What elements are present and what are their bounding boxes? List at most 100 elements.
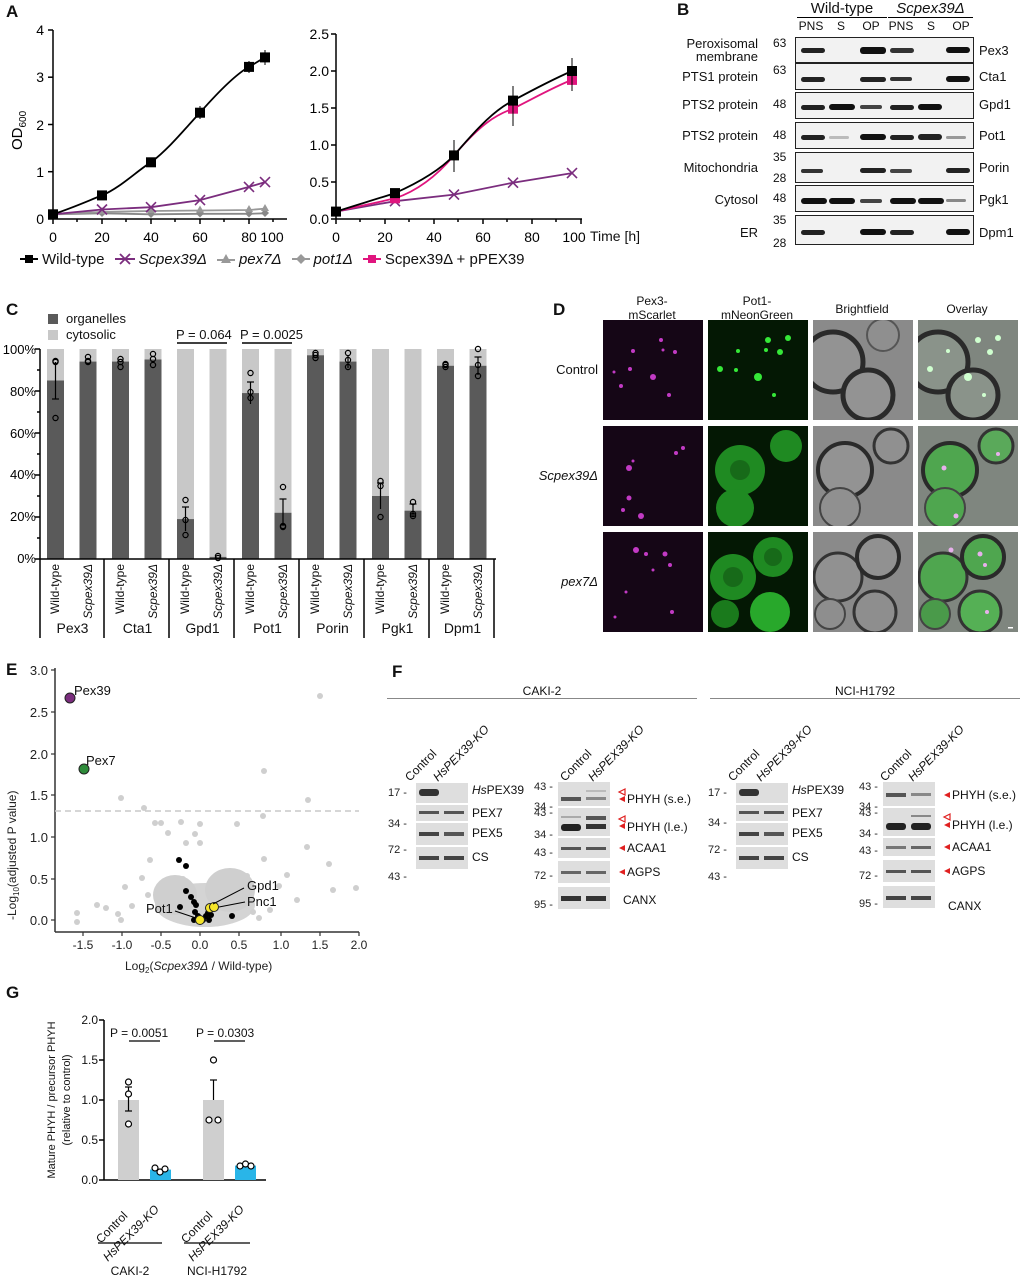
legend-item-scpex39: Scpex39Δ [114, 251, 207, 268]
svg-text:60: 60 [475, 229, 491, 245]
fractionation-sample-labels: Wild-type Scpex39Δ Wild-type Scpex39Δ Wi… [48, 564, 485, 619]
svg-text:60: 60 [192, 229, 208, 245]
svg-text:0.0: 0.0 [30, 913, 48, 928]
svg-text:43 -: 43 - [534, 781, 553, 793]
blot-gpd1 [795, 92, 974, 119]
image-scpex39-overlay [918, 426, 1018, 526]
open-arrowhead-icon [617, 815, 626, 823]
protein-agps: AGPS [627, 865, 661, 879]
svg-text:1.5: 1.5 [30, 788, 48, 803]
mw-marker: 63 [773, 63, 787, 77]
image-control-overlay [918, 320, 1018, 420]
svg-text:43 -: 43 - [859, 807, 878, 819]
protein-acaa1: ACAA1 [952, 840, 992, 854]
panel-label-e: E [6, 660, 18, 679]
mw-marker: 48 [773, 191, 787, 205]
svg-text:0.0: 0.0 [310, 211, 330, 227]
protein-phyh-le: PHYH (l.e.) [627, 820, 688, 834]
svg-text:2.0: 2.0 [351, 938, 368, 952]
svg-text:60%: 60% [10, 426, 36, 441]
panel-label-f: F [392, 662, 403, 681]
pvalue-gpd1: P = 0.064 [176, 327, 232, 342]
protein-hspex39: HsPEX39 [792, 783, 845, 797]
phyh-ratio-chart: Mature PHYH / precursor PHYH (relative t… [46, 1013, 266, 1244]
svg-text:17 -: 17 - [388, 787, 407, 799]
svg-text:2.0: 2.0 [30, 747, 48, 762]
svg-text:1.5: 1.5 [312, 938, 329, 952]
x-marker-icon [114, 253, 135, 265]
filled-arrowhead-icon [619, 823, 625, 829]
protein-agps: AGPS [952, 864, 986, 878]
blot-pgk1 [795, 185, 974, 212]
divider [710, 698, 1020, 699]
svg-text:(relative to control): (relative to control) [61, 1054, 73, 1145]
svg-text:-Log10(adjusted P value): -Log10(adjusted P value) [5, 791, 21, 920]
protein-cs: CS [792, 850, 809, 864]
svg-text:43 -: 43 - [708, 871, 727, 883]
legend-cytosolic: cytosolic [48, 327, 116, 342]
svg-text:80: 80 [241, 229, 257, 245]
legend-item-pot1: pot1Δ [291, 251, 353, 268]
volcano-plot: 0.0 0.5 1.0 1.5 2.0 2.5 3.0 -1.5 -1.0 -0.5 0.0 0… [5, 663, 368, 975]
svg-text:2.0: 2.0 [81, 1013, 98, 1027]
svg-text:0: 0 [49, 229, 57, 245]
label-pex39: Pex39 [74, 683, 111, 698]
mw-marker: 63 [773, 36, 787, 50]
square-marker-icon [362, 255, 381, 263]
image-scpex39-brightfield [813, 426, 913, 526]
label-gpd1: Gpd1 [247, 878, 279, 893]
protein-phyh-se: PHYH (s.e.) [627, 792, 692, 806]
svg-text:43 -: 43 - [388, 871, 407, 883]
scale-bar [1008, 627, 1013, 629]
protein-pot1: Pot1 [979, 128, 1006, 143]
svg-text:95 -: 95 - [859, 898, 878, 910]
lane-label-ko: HsPEX39-KO [430, 722, 492, 784]
legend-item-pex7: pex7Δ [216, 251, 282, 268]
protein-pgk1: Pgk1 [979, 192, 1009, 207]
svg-text:72 -: 72 - [859, 870, 878, 882]
svg-text:1.5: 1.5 [310, 100, 330, 116]
legend-organelles: organelles [48, 311, 126, 326]
protein-cta1: Cta1 [979, 69, 1007, 84]
diamond-marker-icon [291, 254, 310, 264]
mw-marker: 35 [773, 213, 787, 227]
panel-label-d: D [553, 300, 566, 319]
category-peroxisomal-membrane: Peroxisomal membrane [686, 36, 758, 64]
image-control-pex3 [603, 320, 703, 420]
svg-text:0.5: 0.5 [231, 938, 248, 952]
svg-text:2.0: 2.0 [310, 63, 330, 79]
svg-text:2.5: 2.5 [30, 705, 48, 720]
pvalue-pot1: P = 0.0025 [240, 327, 304, 342]
svg-text:Log2(Scpex39Δ / Wild-type): Log2(Scpex39Δ / Wild-type) [125, 959, 272, 975]
group-label-caki2: CAKI-2 [110, 1264, 150, 1278]
svg-text:-1.0: -1.0 [112, 938, 133, 952]
svg-text:0: 0 [36, 211, 44, 227]
category-pts2-pot1: PTS2 protein [682, 128, 758, 143]
svg-text:2.5: 2.5 [310, 26, 330, 42]
image-pex7-brightfield [813, 532, 913, 632]
svg-text:0.5: 0.5 [310, 174, 330, 190]
filled-arrowhead-icon [619, 869, 625, 875]
svg-text:20: 20 [377, 229, 393, 245]
cell-line-nci-h1792: NCI-H1792 [834, 684, 896, 698]
svg-text:43 -: 43 - [859, 845, 878, 857]
fractionation-group-labels: Pex3 Cta1 Gpd1 Pot1 Porin Pgk1 Dpm1 [56, 620, 482, 636]
column-label-pot1: Pot1- mNeonGreen [720, 294, 794, 322]
svg-text:1.0: 1.0 [81, 1093, 98, 1107]
svg-text:40: 40 [426, 229, 442, 245]
svg-text:80: 80 [524, 229, 540, 245]
growth-legend: Wild-type Scpex39Δ pex7Δ pot1Δ Scpex39Δ … [20, 250, 525, 268]
group-label-nci: NCI-H1792 [186, 1264, 248, 1278]
label-pex7: Pex7 [86, 753, 116, 768]
svg-text:1: 1 [36, 164, 44, 180]
svg-text:100: 100 [260, 229, 284, 245]
image-scpex39-pot1 [708, 426, 808, 526]
svg-text:72 -: 72 - [534, 870, 553, 882]
blot-nci-left: 17 - 34 - 72 - 43 - [708, 783, 788, 883]
protein-porin: Porin [979, 160, 1010, 175]
svg-text:Mature PHYH / precursor PHYH: Mature PHYH / precursor PHYH [46, 1021, 58, 1178]
svg-text:-1.5: -1.5 [73, 938, 94, 952]
protein-pex7: PEX7 [472, 806, 503, 820]
svg-text:34 -: 34 - [859, 801, 878, 813]
svg-text:34 -: 34 - [708, 817, 727, 829]
